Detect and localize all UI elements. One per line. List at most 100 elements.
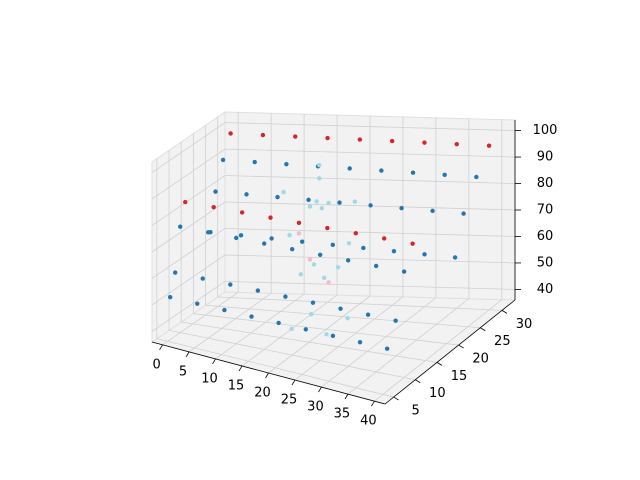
grid-line <box>215 293 305 360</box>
grid-line <box>188 292 272 353</box>
z-tick-label: 90 <box>537 150 554 165</box>
point <box>178 224 183 229</box>
y-tick-label: 10 <box>429 386 446 401</box>
grid-line <box>241 294 338 367</box>
point <box>337 200 342 205</box>
point <box>361 245 366 251</box>
point <box>260 132 266 138</box>
x-tick-label: 30 <box>307 400 324 415</box>
grid-line <box>268 295 371 374</box>
point <box>401 269 407 274</box>
point <box>213 189 218 194</box>
point <box>276 320 281 326</box>
grid-line <box>162 292 239 346</box>
point <box>330 242 335 248</box>
grid-line <box>151 201 226 253</box>
point <box>382 236 387 241</box>
point <box>249 314 254 319</box>
point <box>281 189 286 195</box>
point <box>317 162 322 168</box>
tick-mark <box>265 372 269 379</box>
point <box>330 333 336 339</box>
point <box>200 276 205 281</box>
z-tick-label: 80 <box>537 176 554 191</box>
point <box>319 205 324 211</box>
x-tick-label: 10 <box>201 371 218 386</box>
z-tick-label: 60 <box>537 229 554 244</box>
point <box>391 248 397 254</box>
tick-mark <box>458 344 464 349</box>
point <box>368 203 373 208</box>
tick-mark <box>436 362 443 366</box>
point <box>195 301 200 306</box>
point <box>268 215 273 220</box>
point <box>347 166 352 171</box>
point <box>284 161 289 167</box>
point <box>183 199 188 205</box>
tick-mark <box>344 393 349 400</box>
x-tick-label: 35 <box>334 407 351 422</box>
grid-line <box>151 175 226 226</box>
point <box>317 252 323 257</box>
x-tick-label: 15 <box>228 378 245 393</box>
point <box>384 346 390 351</box>
grid-line <box>224 281 516 290</box>
point <box>228 282 233 287</box>
grid-line <box>156 338 394 398</box>
grid-line <box>193 313 459 346</box>
point <box>335 265 341 270</box>
point <box>239 210 245 215</box>
x-tick-label: 5 <box>179 364 187 379</box>
grid-line <box>181 321 438 363</box>
point <box>255 288 261 293</box>
grid-line <box>151 228 226 279</box>
point <box>324 332 329 337</box>
grid-line <box>224 254 516 264</box>
y-tick-label: 5 <box>412 404 420 419</box>
y-tick-label: 25 <box>494 334 511 349</box>
y-tick-label: 30 <box>516 317 533 332</box>
point <box>410 241 415 246</box>
z-tick-label: 50 <box>537 255 554 270</box>
point <box>345 258 351 263</box>
point <box>389 138 395 144</box>
point <box>167 295 173 300</box>
point <box>399 205 404 211</box>
grid-line <box>294 296 404 381</box>
point <box>307 257 313 262</box>
point <box>345 316 350 321</box>
point <box>326 280 331 285</box>
tick-mark <box>501 310 508 314</box>
point <box>452 255 458 260</box>
grid-line <box>151 281 226 332</box>
point <box>357 137 363 142</box>
grid-line <box>205 304 481 329</box>
point <box>293 134 298 139</box>
point <box>252 159 257 165</box>
point <box>325 135 330 141</box>
point <box>172 270 178 275</box>
point <box>326 200 331 206</box>
point <box>422 252 427 257</box>
point <box>430 208 435 214</box>
point <box>289 326 294 332</box>
point <box>353 231 358 236</box>
tick-mark <box>291 379 296 386</box>
point <box>314 199 319 204</box>
point <box>283 294 288 299</box>
tick-mark <box>212 358 216 365</box>
point <box>303 327 308 332</box>
point <box>393 318 398 323</box>
point <box>307 204 313 209</box>
point <box>208 229 213 235</box>
grid-line <box>224 148 516 158</box>
point <box>244 192 249 197</box>
point <box>410 170 416 175</box>
x-tick-label: 0 <box>152 357 160 372</box>
tick-mark <box>393 396 399 401</box>
point <box>422 140 427 145</box>
point <box>321 275 327 281</box>
point <box>311 262 317 267</box>
point <box>442 172 447 178</box>
